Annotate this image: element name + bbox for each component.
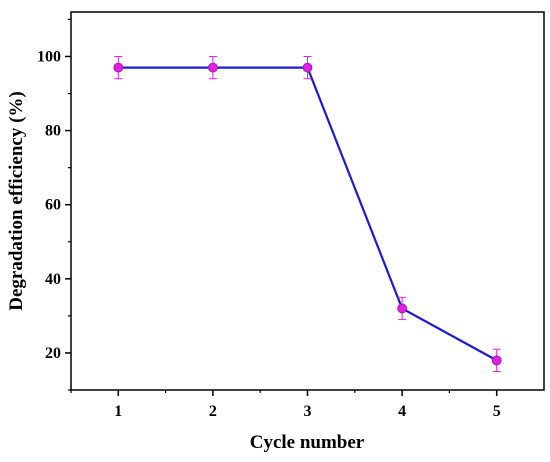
data-point (491, 355, 502, 366)
data-point (113, 62, 124, 73)
x-axis-title: Cycle number (250, 432, 365, 453)
tick-labels: 1 2 3 4 5 20 40 60 80 100 (37, 48, 501, 420)
x-tick-label: 5 (493, 403, 501, 420)
y-tick-label: 100 (37, 48, 61, 65)
series-line (118, 66, 498, 362)
x-tick-label: 1 (114, 403, 122, 420)
y-tick-label: 80 (45, 123, 61, 140)
x-tick-label: 2 (209, 403, 217, 420)
data-point (207, 62, 218, 73)
data-point (302, 62, 313, 73)
data-point (397, 303, 408, 314)
x-tick-label: 4 (398, 403, 406, 420)
axis-ticks (65, 18, 498, 396)
y-tick-label: 40 (45, 271, 61, 288)
y-tick-label: 60 (45, 197, 61, 214)
y-axis-title: Degradation efficiency (%) (6, 91, 27, 311)
series-0 (113, 55, 502, 372)
series-layer (113, 55, 502, 372)
x-tick-label: 3 (304, 403, 312, 420)
y-tick-label: 20 (45, 345, 61, 362)
